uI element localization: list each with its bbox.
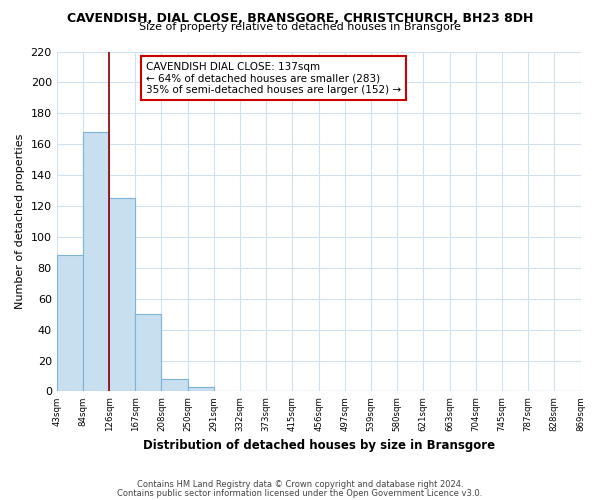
Bar: [188, 387, 214, 392]
Bar: [83, 132, 109, 392]
Bar: [109, 198, 135, 392]
Bar: [135, 314, 161, 392]
Text: Contains HM Land Registry data © Crown copyright and database right 2024.: Contains HM Land Registry data © Crown c…: [137, 480, 463, 489]
Text: CAVENDISH DIAL CLOSE: 137sqm
← 64% of detached houses are smaller (283)
35% of s: CAVENDISH DIAL CLOSE: 137sqm ← 64% of de…: [146, 62, 401, 95]
Y-axis label: Number of detached properties: Number of detached properties: [15, 134, 25, 309]
Text: Contains public sector information licensed under the Open Government Licence v3: Contains public sector information licen…: [118, 488, 482, 498]
Text: CAVENDISH, DIAL CLOSE, BRANSGORE, CHRISTCHURCH, BH23 8DH: CAVENDISH, DIAL CLOSE, BRANSGORE, CHRIST…: [67, 12, 533, 26]
Bar: [161, 379, 188, 392]
Text: Size of property relative to detached houses in Bransgore: Size of property relative to detached ho…: [139, 22, 461, 32]
X-axis label: Distribution of detached houses by size in Bransgore: Distribution of detached houses by size …: [143, 440, 494, 452]
Bar: [56, 256, 83, 392]
